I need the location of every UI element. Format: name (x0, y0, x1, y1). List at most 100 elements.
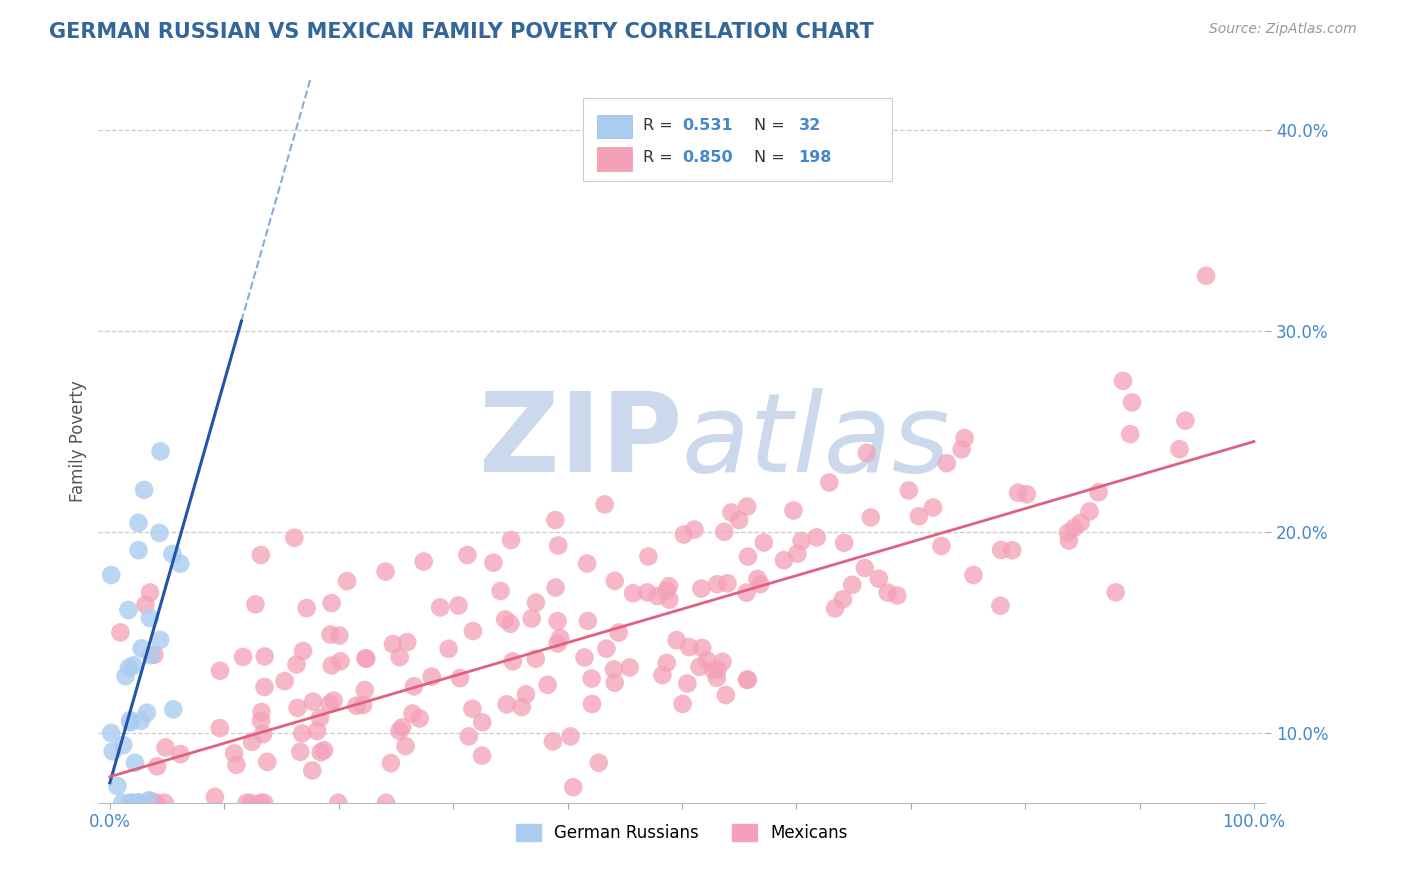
Point (588, 756, 610, 770)
Point (309, 745, 332, 759)
Point (471, 715, 494, 730)
Point (690, 640, 713, 655)
Point (437, 641, 460, 656)
Point (148, 525, 170, 540)
Point (1195, 268, 1218, 283)
Point (105, 779, 128, 793)
Point (494, 612, 516, 626)
Point (1119, 427, 1142, 442)
Point (250, 705, 273, 719)
Point (931, 539, 953, 553)
Point (537, 678, 560, 692)
Point (665, 633, 688, 648)
Point (499, 616, 522, 631)
Point (544, 581, 567, 595)
Point (139, 585, 162, 599)
Point (127, 516, 149, 530)
Point (515, 687, 537, 701)
Point (548, 631, 571, 645)
Point (112, 738, 135, 752)
Point (420, 670, 443, 684)
Point (690, 582, 713, 596)
Text: 0.850: 0.850 (682, 150, 733, 165)
Point (658, 579, 681, 593)
Point (352, 698, 374, 712)
Point (388, 650, 411, 665)
Point (562, 780, 585, 794)
Point (382, 637, 405, 651)
Point (962, 568, 984, 582)
Point (749, 577, 772, 591)
Point (302, 695, 325, 709)
Point (250, 714, 273, 728)
Point (449, 671, 471, 685)
Point (990, 543, 1012, 558)
Point (131, 641, 153, 656)
Point (139, 611, 162, 625)
Point (603, 675, 626, 690)
Point (100, 568, 122, 582)
Point (122, 796, 145, 810)
Point (595, 641, 617, 656)
Point (782, 503, 804, 517)
Point (353, 683, 375, 698)
Text: R =: R = (644, 150, 678, 165)
Point (658, 592, 681, 607)
Point (135, 706, 157, 720)
Point (328, 628, 350, 642)
Point (309, 711, 332, 725)
FancyBboxPatch shape (582, 98, 891, 181)
Point (287, 701, 309, 715)
Point (655, 583, 678, 598)
Point (1015, 487, 1038, 501)
Point (139, 648, 162, 663)
Point (752, 535, 775, 549)
Point (273, 674, 295, 689)
Point (655, 656, 678, 670)
Point (155, 740, 177, 755)
Point (295, 601, 318, 615)
Point (110, 625, 132, 640)
Point (876, 585, 898, 599)
Text: Source: ZipAtlas.com: Source: ZipAtlas.com (1209, 22, 1357, 37)
Point (129, 714, 152, 728)
Point (868, 572, 890, 586)
Point (162, 547, 184, 561)
Point (495, 698, 517, 712)
Point (593, 498, 616, 512)
Point (499, 533, 522, 547)
Point (1007, 485, 1029, 500)
Point (1112, 374, 1135, 388)
Point (728, 513, 751, 527)
Point (711, 655, 734, 669)
Point (651, 668, 673, 682)
Point (683, 523, 706, 537)
Point (824, 601, 846, 615)
Point (790, 533, 813, 548)
Point (114, 669, 136, 683)
Point (607, 625, 630, 640)
Point (482, 556, 505, 570)
Point (461, 702, 484, 716)
Point (111, 796, 134, 810)
Point (391, 720, 413, 734)
Point (706, 577, 728, 591)
Point (283, 531, 305, 545)
Point (560, 730, 582, 744)
Point (637, 549, 659, 564)
Point (169, 747, 191, 761)
Point (149, 444, 172, 458)
Point (706, 662, 728, 676)
Point (1063, 521, 1085, 535)
Point (720, 506, 742, 520)
Point (510, 700, 533, 714)
Point (489, 584, 512, 599)
Point (737, 673, 759, 687)
Point (321, 596, 343, 610)
Point (208, 721, 231, 735)
Point (619, 660, 641, 674)
Point (240, 735, 263, 749)
Point (252, 727, 274, 741)
Point (576, 557, 599, 571)
Point (145, 796, 167, 810)
